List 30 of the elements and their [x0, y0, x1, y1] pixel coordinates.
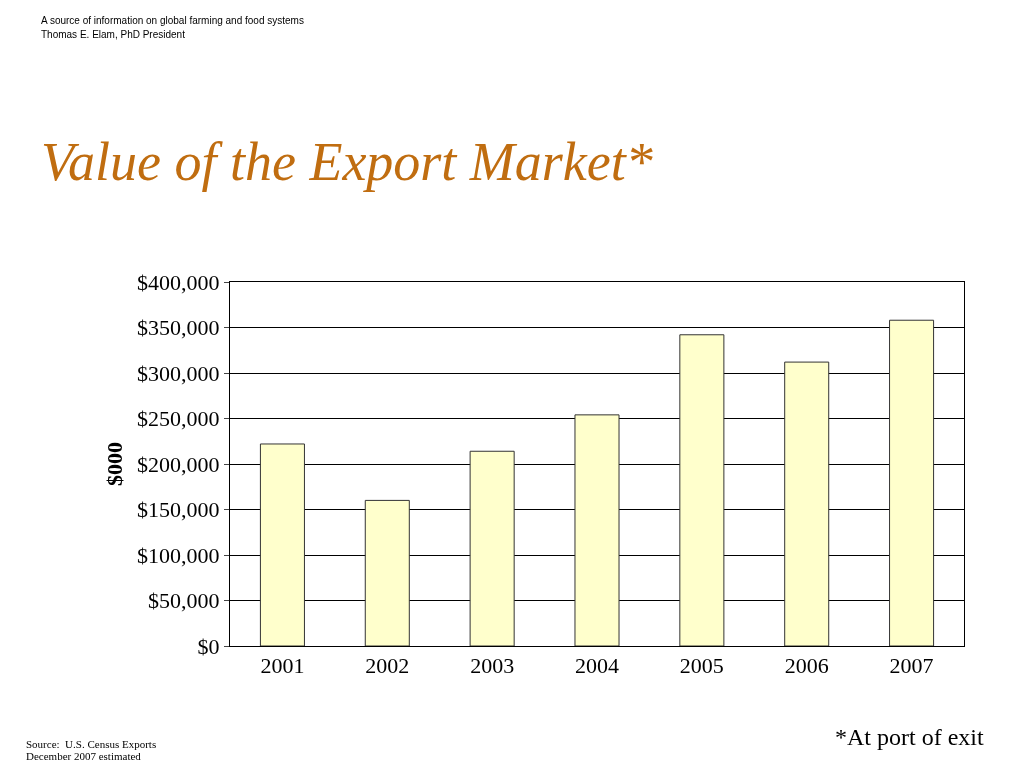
y-tick-label: $50,000 — [148, 588, 220, 614]
y-tick-label: $250,000 — [137, 406, 220, 432]
y-tick-label: $100,000 — [137, 542, 220, 568]
text: Thomas E. Elam, PhD President — [41, 29, 186, 40]
x-tick-label: 2006 — [784, 653, 829, 679]
bar — [574, 414, 620, 646]
x-tick-label: 2005 — [679, 653, 724, 679]
x-tick-label: 2002 — [365, 653, 410, 679]
bar — [889, 319, 935, 646]
x-tick-label: 2001 — [260, 653, 305, 679]
bar — [259, 443, 305, 646]
source-note: Source: U.S. Census Exports — [26, 738, 157, 750]
y-tick-label: $0 — [197, 633, 220, 659]
chart-title: Value of the Export Market* — [40, 132, 653, 193]
bar — [679, 334, 725, 646]
text: *At port of exit — [835, 724, 984, 750]
text: A source of information on global farming and food systems — [41, 15, 304, 26]
x-tick-label: 2003 — [470, 653, 515, 679]
x-tick-label: 2004 — [575, 653, 619, 679]
text: December 2007 estimated — [26, 750, 142, 762]
bar — [469, 450, 515, 646]
y-tick-label: $300,000 — [137, 360, 220, 386]
y-tick-label: $200,000 — [137, 451, 220, 477]
x-tick-label: 2007 — [889, 653, 934, 679]
bar — [364, 499, 410, 646]
y-axis-title: $000 — [101, 442, 127, 486]
y-tick-label: $150,000 — [137, 497, 220, 523]
bar — [784, 361, 830, 646]
y-tick-label: $400,000 — [137, 269, 220, 295]
y-tick-label: $350,000 — [137, 315, 220, 341]
